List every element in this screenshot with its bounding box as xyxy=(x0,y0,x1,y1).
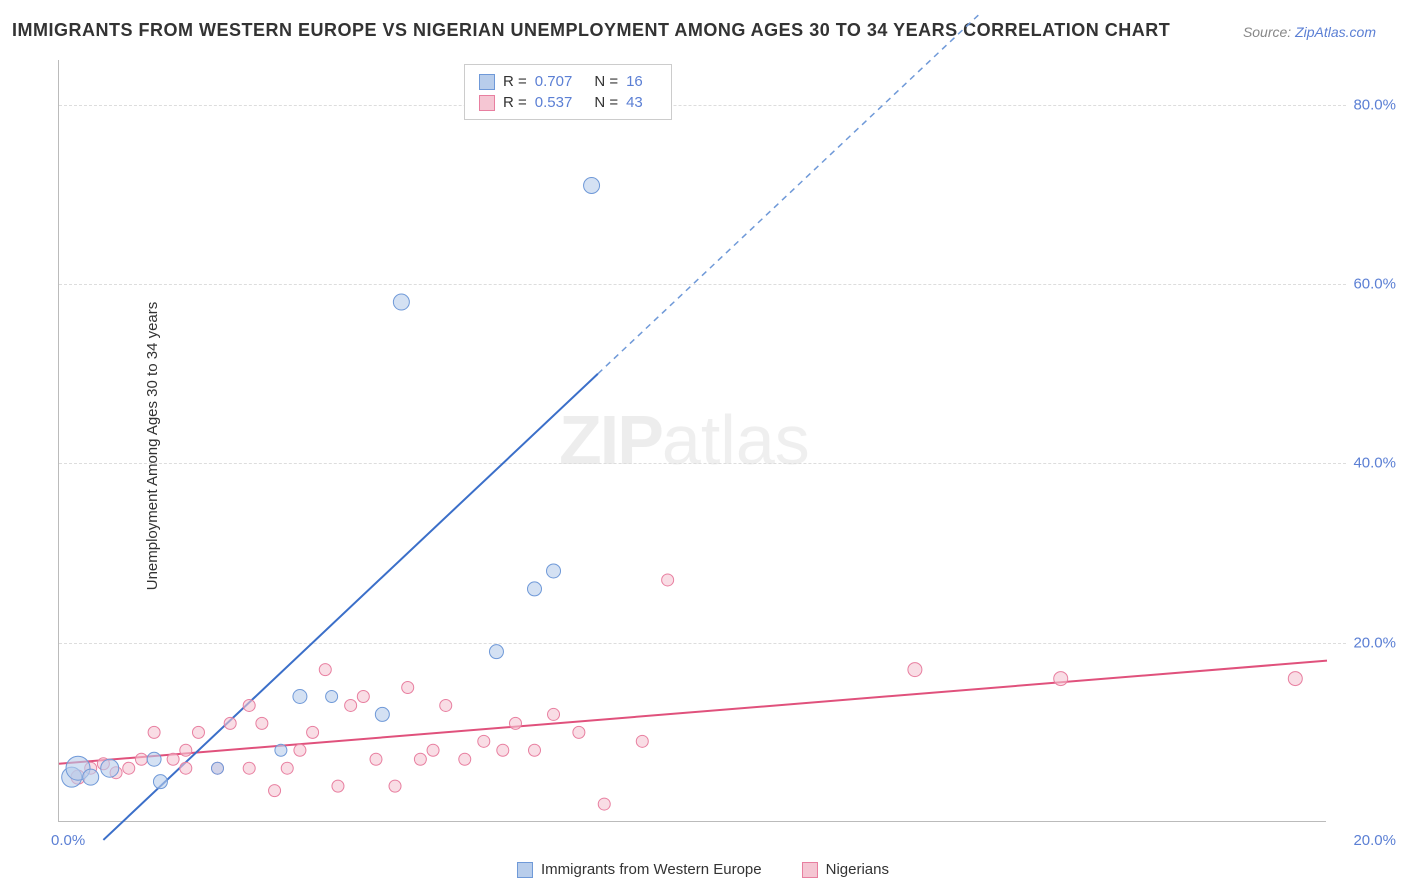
data-point-pink xyxy=(548,708,560,720)
data-point-pink xyxy=(414,753,426,765)
legend-item-pink: Nigerians xyxy=(802,861,889,878)
data-point-pink xyxy=(598,798,610,810)
data-point-blue xyxy=(584,178,600,194)
data-point-pink xyxy=(307,726,319,738)
stats-row-pink: R = 0.537 N = 43 xyxy=(479,92,657,113)
source-attribution: Source: ZipAtlas.com xyxy=(1243,24,1376,40)
pink-swatch-icon xyxy=(479,95,495,111)
data-point-blue xyxy=(489,645,503,659)
data-point-pink xyxy=(319,664,331,676)
bottom-legend: Immigrants from Western Europe Nigerians xyxy=(517,861,889,878)
data-point-pink xyxy=(370,753,382,765)
data-point-blue xyxy=(326,690,338,702)
data-point-pink xyxy=(478,735,490,747)
data-point-pink xyxy=(389,780,401,792)
blue-swatch-icon xyxy=(517,862,533,878)
data-point-pink xyxy=(123,762,135,774)
n-label: N = xyxy=(594,73,618,90)
regression-line-blue xyxy=(103,374,598,840)
y-axis-tick: 80.0% xyxy=(1353,96,1396,113)
data-point-pink xyxy=(167,753,179,765)
n-value-pink: 43 xyxy=(626,94,643,111)
data-point-pink xyxy=(269,785,281,797)
r-label: R = xyxy=(503,94,527,111)
x-axis-tick-max: 20.0% xyxy=(1353,832,1396,849)
data-point-blue xyxy=(293,689,307,703)
data-point-blue xyxy=(101,759,119,777)
data-point-pink xyxy=(509,717,521,729)
data-point-pink xyxy=(192,726,204,738)
data-point-blue xyxy=(393,294,409,310)
n-label: N = xyxy=(594,94,618,111)
y-axis-tick: 20.0% xyxy=(1353,634,1396,651)
y-axis-tick: 40.0% xyxy=(1353,455,1396,472)
legend-label-blue: Immigrants from Western Europe xyxy=(541,861,762,878)
stats-row-blue: R = 0.707 N = 16 xyxy=(479,71,657,92)
data-point-pink xyxy=(180,762,192,774)
r-value-blue: 0.707 xyxy=(535,73,573,90)
data-point-pink xyxy=(357,690,369,702)
stats-legend-box: R = 0.707 N = 16 R = 0.537 N = 43 xyxy=(464,64,672,120)
data-point-pink xyxy=(908,663,922,677)
data-point-pink xyxy=(1054,672,1068,686)
data-point-pink xyxy=(256,717,268,729)
data-point-blue xyxy=(547,564,561,578)
data-point-blue xyxy=(528,582,542,596)
data-point-pink xyxy=(440,699,452,711)
scatter-plot-svg xyxy=(59,60,1326,821)
regression-line-pink xyxy=(59,661,1327,764)
data-point-blue xyxy=(83,769,99,785)
data-point-pink xyxy=(497,744,509,756)
data-point-blue xyxy=(375,707,389,721)
data-point-pink xyxy=(529,744,541,756)
data-point-pink xyxy=(573,726,585,738)
y-axis-tick: 60.0% xyxy=(1353,276,1396,293)
legend-label-pink: Nigerians xyxy=(826,861,889,878)
data-point-pink xyxy=(281,762,293,774)
data-point-pink xyxy=(402,682,414,694)
data-point-pink xyxy=(345,699,357,711)
r-value-pink: 0.537 xyxy=(535,94,573,111)
pink-swatch-icon xyxy=(802,862,818,878)
data-point-pink xyxy=(459,753,471,765)
data-point-pink xyxy=(332,780,344,792)
data-point-blue xyxy=(153,775,167,789)
data-point-pink xyxy=(636,735,648,747)
data-point-pink xyxy=(1288,672,1302,686)
data-point-pink xyxy=(427,744,439,756)
blue-swatch-icon xyxy=(479,74,495,90)
chart-title: IMMIGRANTS FROM WESTERN EUROPE VS NIGERI… xyxy=(12,20,1170,41)
data-point-pink xyxy=(180,744,192,756)
data-point-blue xyxy=(275,744,287,756)
chart-plot-area: ZIPatlas 20.0%40.0%60.0%80.0% R = 0.707 … xyxy=(58,60,1326,822)
x-axis-tick-min: 0.0% xyxy=(51,832,85,849)
source-label: Source: xyxy=(1243,24,1295,40)
r-label: R = xyxy=(503,73,527,90)
data-point-pink xyxy=(135,753,147,765)
source-link[interactable]: ZipAtlas.com xyxy=(1295,24,1376,40)
data-point-pink xyxy=(148,726,160,738)
data-point-blue xyxy=(212,762,224,774)
data-point-pink xyxy=(243,699,255,711)
legend-item-blue: Immigrants from Western Europe xyxy=(517,861,762,878)
data-point-pink xyxy=(243,762,255,774)
n-value-blue: 16 xyxy=(626,73,643,90)
data-point-pink xyxy=(662,574,674,586)
data-point-blue xyxy=(147,752,161,766)
data-point-pink xyxy=(224,717,236,729)
data-point-pink xyxy=(294,744,306,756)
